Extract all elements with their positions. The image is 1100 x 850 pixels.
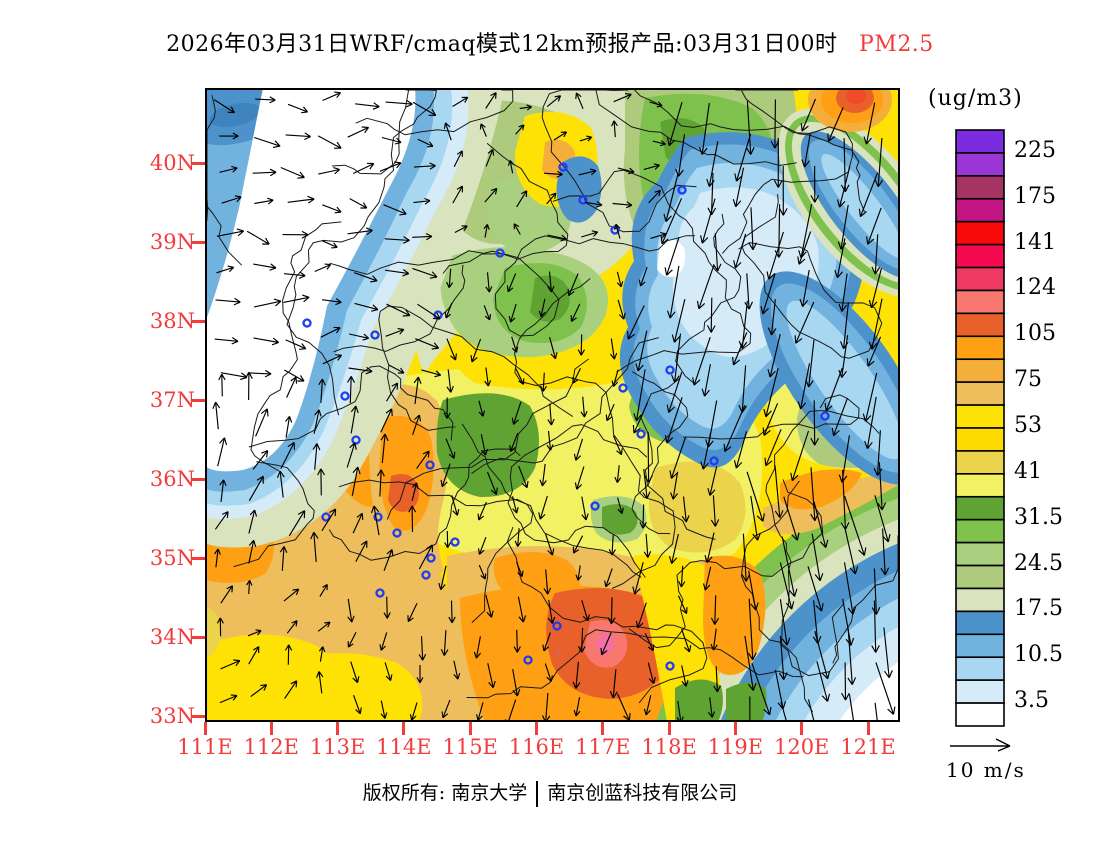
lat-tick [191, 636, 205, 639]
lon-tick [336, 722, 340, 735]
copyright-footer: 版权所有: 南京大学 南京创蓝科技有限公司 [0, 778, 1100, 807]
lon-tick [667, 722, 671, 735]
lon-label-117E: 117E [575, 735, 631, 759]
lon-label-119E: 119E [707, 735, 764, 759]
colorbar-value-17.5: 17.5 [1014, 596, 1063, 622]
lon-tick [866, 722, 870, 735]
colorbar-value-10.5: 10.5 [1014, 642, 1063, 668]
lon-label-113E: 113E [309, 735, 366, 759]
colorbar-value-225: 225 [1014, 137, 1056, 163]
lat-label-34N: 34N [149, 625, 195, 649]
colorbar-value-124: 124 [1014, 275, 1056, 301]
colorbar-value-3.5: 3.5 [1014, 688, 1049, 714]
wind-legend: 10 m/s [946, 734, 1076, 782]
title-main: 2026年03月31日WRF/cmaq模式12km预报产品:03月31日00时 [166, 32, 838, 57]
lon-label-120E: 120E [773, 735, 830, 759]
lon-tick [800, 722, 804, 735]
lat-tick [191, 320, 205, 323]
colorbar-unit: (ug/m3) [928, 86, 1023, 111]
title-pollutant: PM2.5 [858, 32, 934, 57]
lon-label-115E: 115E [442, 735, 498, 759]
colorbar-value-175: 175 [1014, 183, 1056, 209]
colorbar-value-53: 53 [1014, 413, 1042, 438]
lat-tick [191, 478, 205, 481]
lat-tick [191, 241, 205, 244]
lon-label-111E: 111E [177, 735, 233, 759]
wind-scale-arrow-icon [950, 738, 1011, 752]
lat-label-40N: 40N [149, 151, 195, 175]
lon-tick [402, 722, 406, 735]
lon-tick [203, 722, 207, 735]
copyright-company: 南京创蓝科技有限公司 [547, 782, 738, 804]
lat-label-39N: 39N [149, 230, 195, 254]
lon-label-114E: 114E [376, 735, 432, 759]
footer-divider [536, 781, 539, 807]
lon-label-121E: 121E [840, 735, 896, 759]
lon-label-118E: 118E [641, 735, 697, 759]
copyright-owner: 版权所有: 南京大学 [362, 782, 528, 804]
wind-scale-label: 10 m/s [946, 758, 1026, 782]
colorbar-value-75: 75 [1014, 367, 1042, 393]
forecast-map [205, 88, 900, 722]
lat-tick [191, 162, 205, 165]
lat-label-38N: 38N [149, 309, 195, 333]
lat-label-37N: 37N [149, 388, 195, 412]
lon-tick [535, 722, 538, 735]
lat-label-33N: 33N [149, 704, 195, 728]
lon-label-112E: 112E [243, 735, 299, 759]
colorbar-value-24.5: 24.5 [1014, 550, 1063, 576]
lat-tick [191, 557, 205, 560]
lon-tick [269, 722, 273, 735]
lon-label-116E: 116E [508, 735, 565, 759]
lon-tick [601, 722, 605, 735]
lon-tick [468, 722, 472, 735]
lat-label-36N: 36N [149, 467, 195, 491]
colorbar-value-41: 41 [1014, 458, 1042, 484]
lat-tick [191, 715, 205, 718]
lon-tick [733, 722, 737, 735]
colorbar [955, 128, 1007, 732]
lat-tick [191, 399, 205, 402]
lat-label-35N: 35N [149, 546, 195, 570]
colorbar-value-31.5: 31.5 [1014, 504, 1063, 530]
colorbar-value-141: 141 [1014, 229, 1056, 255]
colorbar-value-105: 105 [1014, 321, 1056, 347]
page-title: 2026年03月31日WRF/cmaq模式12km预报产品:03月31日00时 … [0, 26, 1100, 58]
